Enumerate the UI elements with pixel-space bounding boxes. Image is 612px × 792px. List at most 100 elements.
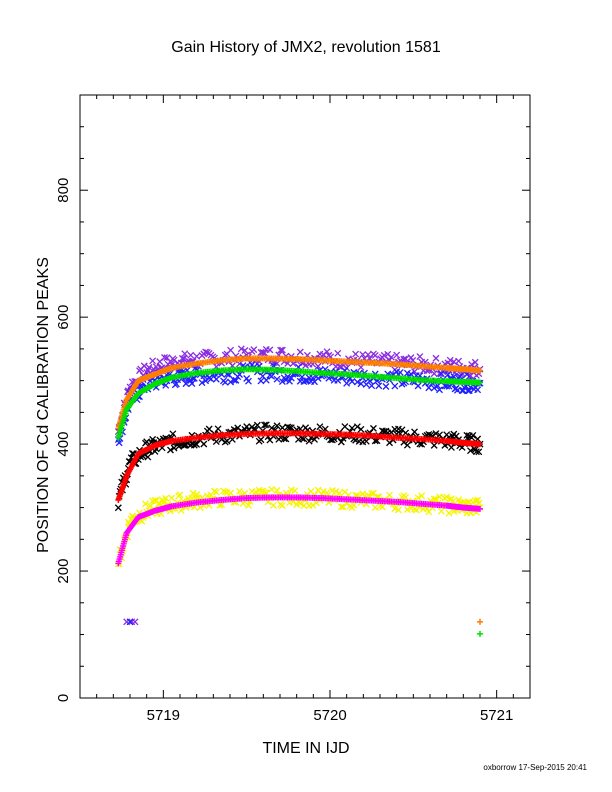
data-point [227, 489, 235, 497]
data-point [200, 440, 208, 448]
data-point [402, 355, 410, 363]
data-point [391, 382, 399, 390]
data-point [273, 422, 281, 430]
data-point [471, 358, 479, 366]
data-point [280, 435, 288, 443]
data-point [336, 363, 343, 371]
data-point [371, 504, 379, 511]
data-point [348, 424, 356, 432]
data-point [378, 503, 386, 511]
data-point [300, 502, 308, 510]
data-point [170, 444, 178, 452]
data-point [196, 504, 204, 511]
x-tick-label: 5720 [313, 707, 346, 724]
data-point [169, 430, 177, 438]
data-point [181, 350, 189, 358]
data-point [176, 491, 184, 499]
data-point [334, 349, 342, 357]
outlier-point [477, 630, 483, 637]
series-5 [115, 430, 483, 503]
data-point [350, 501, 358, 509]
y-tick-label: 0 [55, 694, 72, 702]
data-point [144, 453, 152, 461]
data-point [432, 495, 440, 503]
data-point [261, 421, 268, 429]
data-point [296, 348, 304, 356]
data-point [207, 375, 215, 383]
data-point [396, 368, 404, 376]
data-point [286, 377, 293, 385]
data-point [445, 509, 453, 517]
data-point [337, 503, 345, 511]
data-point [430, 370, 438, 378]
data-point [411, 505, 418, 513]
data-point [212, 438, 220, 446]
data-point [357, 380, 365, 388]
data-point [212, 375, 220, 383]
data-point [277, 346, 285, 354]
data-point [237, 345, 245, 353]
data-point [368, 490, 376, 498]
data-point [257, 436, 265, 444]
series-7 [115, 494, 483, 567]
x-tick-label: 5719 [147, 707, 180, 724]
chart-title: Gain History of JMX2, revolution 1581 [171, 39, 441, 56]
data-point [278, 378, 286, 386]
data-point [162, 494, 170, 502]
data-point [353, 423, 361, 431]
data-point [314, 375, 322, 382]
data-point [268, 485, 276, 493]
data-point [198, 379, 206, 387]
data-point [446, 356, 454, 364]
data-point [244, 501, 252, 509]
data-point [411, 428, 418, 436]
data-point [425, 384, 433, 392]
data-point [391, 505, 399, 513]
data-point [269, 501, 277, 509]
data-point [187, 351, 195, 359]
data-point [219, 487, 227, 495]
data-point [418, 492, 426, 500]
data-point [455, 357, 463, 365]
data-point [394, 506, 402, 514]
data-point [232, 376, 240, 384]
data-point [414, 382, 422, 390]
data-point [393, 351, 401, 359]
data-point [177, 506, 185, 514]
y-axis-label: POSITION OF Cd CALIBRATION PEAKS [35, 257, 52, 553]
data-point [443, 493, 451, 501]
data-point [278, 424, 286, 432]
data-point [214, 425, 222, 433]
data-point [300, 435, 308, 443]
data-point [432, 354, 440, 362]
data-point [430, 384, 438, 392]
data-point [305, 437, 313, 445]
data-point [145, 363, 153, 371]
data-point [316, 423, 324, 431]
data-point [227, 346, 235, 354]
data-point [477, 367, 483, 374]
data-point [352, 350, 360, 358]
data-point [268, 372, 276, 380]
data-point [332, 487, 340, 495]
data-point [221, 488, 229, 496]
data-point [402, 429, 410, 437]
data-point [266, 346, 274, 354]
y-tick-label: 400 [55, 432, 72, 457]
data-point [149, 357, 157, 365]
outlier-point [126, 618, 134, 626]
data-point [236, 487, 243, 495]
data-point [353, 378, 361, 386]
data-point [477, 379, 483, 386]
data-point [341, 423, 349, 431]
outlier-point [477, 618, 483, 625]
data-point [309, 501, 317, 509]
data-point [193, 352, 201, 360]
data-point [273, 375, 281, 383]
data-point [268, 424, 276, 432]
y-tick-label: 600 [55, 305, 72, 330]
data-point [337, 438, 345, 446]
data-point [364, 351, 372, 359]
data-point [205, 425, 213, 433]
